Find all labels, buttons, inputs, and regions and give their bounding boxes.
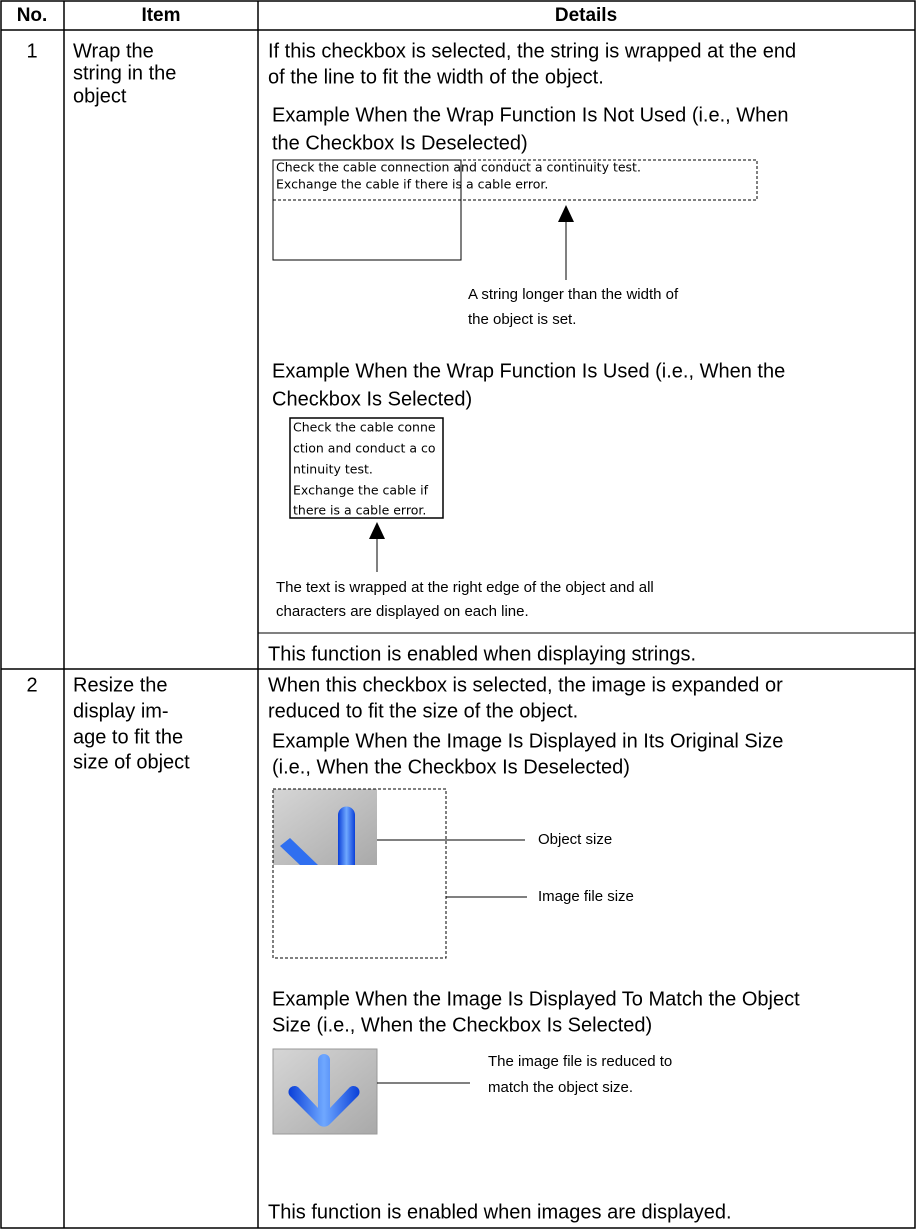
note: match the object size. — [488, 1079, 633, 1096]
example-title: Size (i.e., When the Checkbox Is Selecte… — [272, 1014, 652, 1036]
row-number: 2 — [26, 674, 37, 696]
sample-text: Check the cable conne — [293, 420, 436, 435]
footer-note: This function is enabled when images are… — [268, 1201, 732, 1223]
item: display im- — [73, 700, 169, 722]
example-title: Example When the Wrap Function Is Used (… — [272, 360, 785, 382]
object-box — [289, 417, 444, 519]
resized-image — [272, 1048, 378, 1135]
sample-text: Exchange the cable if — [293, 483, 429, 498]
example-title: Example When the Image Is Displayed To M… — [272, 988, 800, 1010]
example-title: (i.e., When the Checkbox Is Deselected) — [272, 756, 630, 778]
note: The image file is reduced to — [488, 1053, 672, 1070]
note: characters are displayed on each line. — [276, 603, 529, 620]
sample-text: ntinuity test. — [293, 462, 373, 477]
description: When this checkbox is selected, the imag… — [268, 674, 783, 696]
note: The text is wrapped at the right edge of… — [276, 579, 654, 596]
note: A string longer than the width of — [468, 286, 679, 303]
item: Wrap the — [73, 40, 154, 62]
item: age to fit the — [73, 726, 183, 748]
example-title: the Checkbox Is Deselected) — [272, 132, 528, 154]
image-file-extent — [272, 788, 447, 959]
header: Details — [555, 5, 617, 26]
sample-text: Check the cable connection and conduct a… — [276, 160, 641, 175]
row-number: 1 — [26, 40, 37, 62]
item: object — [73, 85, 127, 107]
item: Resize the — [73, 674, 168, 696]
object-box — [272, 159, 462, 261]
string-extent — [272, 159, 758, 201]
header: No. — [17, 5, 48, 26]
cropped-image — [273, 789, 377, 865]
example-title: Checkbox Is Selected) — [272, 388, 472, 410]
arrow-head — [369, 522, 385, 539]
item: size of object — [73, 751, 190, 773]
note: the object is set. — [468, 311, 576, 328]
item: string in the — [73, 62, 176, 84]
description: of the line to fit the width of the obje… — [268, 66, 604, 88]
sample-text: ction and conduct a co — [293, 441, 435, 456]
label: Object size — [538, 831, 612, 848]
description: If this checkbox is selected, the string… — [268, 40, 796, 62]
description: reduced to fit the size of the object. — [268, 700, 578, 722]
example-title: Example When the Wrap Function Is Not Us… — [272, 104, 789, 126]
footer-note: This function is enabled when displaying… — [268, 643, 696, 665]
example-title: Example When the Image Is Displayed in I… — [272, 730, 783, 752]
sample-text: Exchange the cable if there is a cable e… — [276, 177, 548, 192]
header: Item — [141, 5, 180, 26]
label: Image file size — [538, 888, 634, 905]
sample-text: there is a cable error. — [293, 503, 426, 518]
arrow-head — [558, 205, 574, 222]
